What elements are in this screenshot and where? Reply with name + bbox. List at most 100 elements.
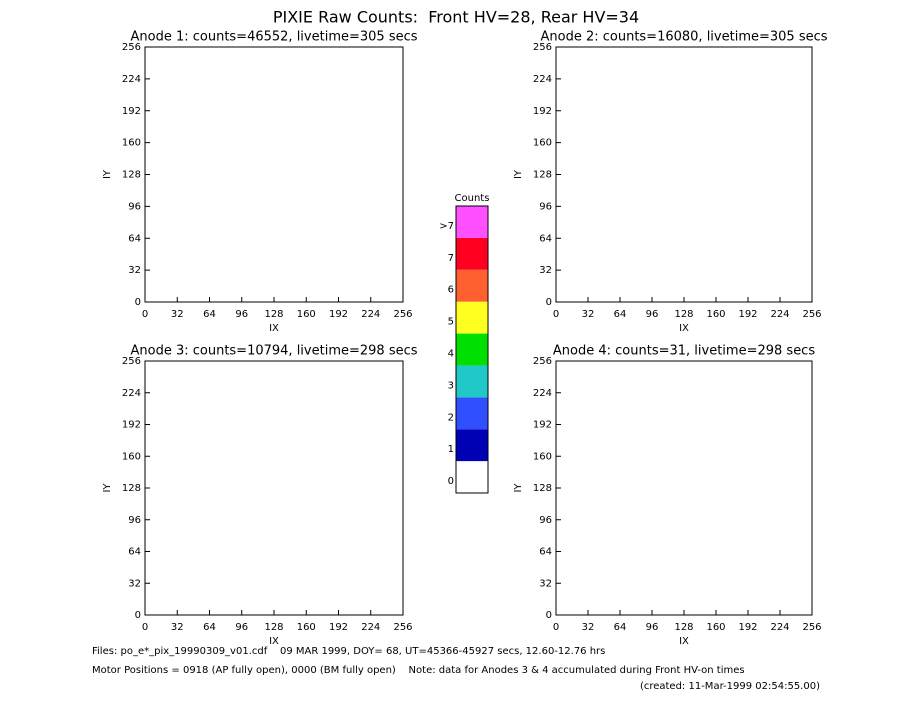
plot-frame	[555, 360, 813, 616]
y-axis-label: IY	[102, 169, 113, 179]
x-tick-label: 256	[802, 309, 821, 320]
footer-files: Files: po_e*_pix_19990309_v01.cdf 09 MAR…	[92, 646, 605, 657]
x-tick-label: 32	[171, 309, 184, 320]
x-tick-label: 32	[171, 622, 184, 633]
y-tick-label: 32	[539, 578, 552, 589]
x-axis-label: IX	[269, 323, 279, 334]
y-tick-label: 256	[533, 356, 552, 367]
x-tick-label: 64	[614, 309, 627, 320]
colorbar-label: 7	[448, 253, 454, 264]
colorbar-label: 0	[448, 476, 454, 487]
y-tick-label: 96	[128, 201, 141, 212]
x-tick-label: 192	[329, 309, 348, 320]
y-tick-label: 224	[533, 388, 552, 399]
x-tick-label: 192	[329, 622, 348, 633]
x-tick-label: 160	[706, 309, 725, 320]
y-axis-label: IY	[513, 483, 524, 493]
x-tick-label: 256	[393, 309, 412, 320]
y-tick-label: 128	[122, 483, 141, 494]
y-tick-label: 160	[122, 138, 141, 149]
x-tick-label: 0	[142, 309, 148, 320]
y-tick-label: 256	[122, 356, 141, 367]
x-tick-label: 128	[674, 309, 693, 320]
y-tick-label: 32	[128, 265, 141, 276]
colorbar-frame	[455, 205, 489, 494]
panel-title: Anode 4: counts=31, livetime=298 secs	[553, 344, 815, 359]
y-tick-label: 64	[128, 233, 141, 244]
y-tick-label: 0	[546, 297, 552, 308]
y-tick-label: 128	[533, 170, 552, 181]
y-tick-label: 64	[128, 547, 141, 558]
x-tick-label: 224	[770, 309, 789, 320]
x-tick-label: 224	[361, 622, 380, 633]
colorbar-label: 1	[448, 444, 454, 455]
plot-frame	[144, 46, 404, 303]
x-tick-label: 192	[738, 309, 757, 320]
x-tick-label: 32	[582, 622, 595, 633]
panel-title: Anode 1: counts=46552, livetime=305 secs	[130, 30, 417, 45]
x-tick-label: 160	[297, 309, 316, 320]
y-tick-label: 64	[539, 233, 552, 244]
colorbar-label: 4	[448, 349, 454, 360]
x-tick-label: 160	[297, 622, 316, 633]
y-tick-label: 0	[135, 610, 141, 621]
x-tick-label: 96	[646, 309, 659, 320]
x-tick-label: 96	[235, 622, 248, 633]
x-tick-label: 224	[361, 309, 380, 320]
colorbar-label: 3	[448, 380, 454, 391]
x-tick-label: 96	[235, 309, 248, 320]
colorbar-label: 5	[448, 317, 454, 328]
y-axis-label: IY	[102, 483, 113, 493]
colorbar-swatch	[456, 461, 488, 493]
colorbar-label: 2	[448, 412, 454, 423]
y-tick-label: 96	[539, 515, 552, 526]
colorbar-swatch	[456, 365, 488, 398]
y-tick-label: 224	[122, 388, 141, 399]
x-tick-label: 32	[582, 309, 595, 320]
y-tick-label: 256	[122, 42, 141, 53]
colorbar-label: 6	[448, 285, 454, 296]
colorbar-swatch	[456, 269, 488, 302]
colorbar-swatch	[456, 333, 488, 366]
y-tick-label: 160	[533, 451, 552, 462]
y-tick-label: 96	[539, 201, 552, 212]
figure-title: PIXIE Raw Counts: Front HV=28, Rear HV=3…	[273, 8, 639, 27]
colorbar-title: Counts	[455, 193, 490, 204]
plot-frame	[555, 46, 813, 303]
y-tick-label: 0	[135, 297, 141, 308]
x-axis-label: IX	[679, 323, 689, 334]
colorbar-swatch	[456, 429, 488, 462]
x-tick-label: 128	[674, 622, 693, 633]
y-tick-label: 64	[539, 547, 552, 558]
colorbar-swatch	[456, 237, 488, 270]
x-tick-label: 128	[264, 622, 283, 633]
x-axis-label: IX	[269, 636, 279, 647]
y-tick-label: 128	[533, 483, 552, 494]
panel-title: Anode 3: counts=10794, livetime=298 secs	[130, 344, 417, 359]
x-tick-label: 0	[553, 622, 559, 633]
colorbar-swatch	[456, 301, 488, 334]
colorbar-swatch	[456, 206, 488, 238]
panel-title: Anode 2: counts=16080, livetime=305 secs	[540, 30, 827, 45]
y-tick-label: 192	[122, 106, 141, 117]
y-tick-label: 96	[128, 515, 141, 526]
footer-created: (created: 11-Mar-1999 02:54:55.00)	[640, 681, 820, 692]
x-tick-label: 64	[614, 622, 627, 633]
x-tick-label: 192	[738, 622, 757, 633]
y-tick-label: 160	[122, 451, 141, 462]
x-tick-label: 64	[203, 622, 216, 633]
x-tick-label: 0	[553, 309, 559, 320]
y-tick-label: 32	[128, 578, 141, 589]
y-tick-label: 160	[533, 138, 552, 149]
y-tick-label: 256	[533, 42, 552, 53]
footer-motor: Motor Positions = 0918 (AP fully open), …	[92, 665, 745, 676]
y-tick-label: 128	[122, 170, 141, 181]
x-tick-label: 224	[770, 622, 789, 633]
x-tick-label: 96	[646, 622, 659, 633]
y-tick-label: 192	[533, 106, 552, 117]
x-tick-label: 64	[203, 309, 216, 320]
x-tick-label: 128	[264, 309, 283, 320]
x-tick-label: 256	[393, 622, 412, 633]
y-tick-label: 224	[122, 74, 141, 85]
x-axis-label: IX	[679, 636, 689, 647]
